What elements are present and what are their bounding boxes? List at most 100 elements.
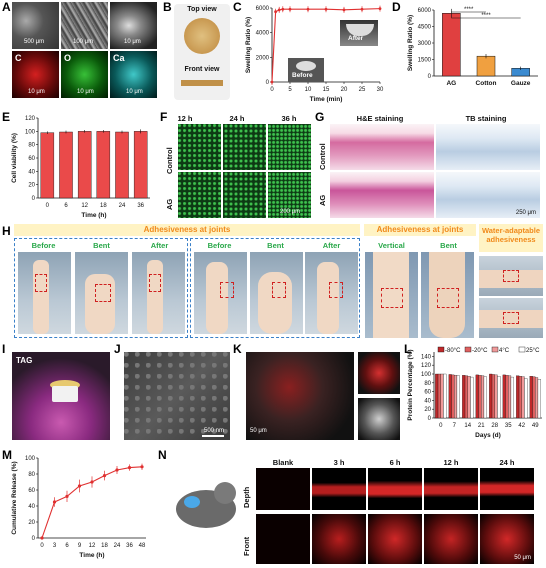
eds-map-carbon: C 10 μm (12, 51, 59, 98)
sem-image-mid: 100 μm (61, 2, 108, 49)
col-header: 12 h (177, 114, 193, 123)
bar (96, 131, 111, 199)
y-tick-label: 4500 (418, 25, 432, 31)
x-tick-label: 12 (89, 543, 96, 549)
x-tick-label: 0 (439, 423, 443, 429)
joint-group-1 (14, 238, 188, 338)
imaging-front-24h: 50 μm (480, 514, 534, 564)
before-inset: Before (288, 58, 324, 82)
bar (440, 373, 444, 419)
hand-image (194, 252, 247, 334)
bar (508, 375, 512, 419)
bar (537, 379, 541, 419)
sponge-top-image (184, 18, 220, 54)
sponge-view-box: Top view Front view (174, 4, 230, 100)
bar (451, 374, 455, 419)
col-header: H&E staining (356, 114, 404, 123)
x-tick-label: 6 (64, 203, 68, 209)
fluorescence-control-12h (178, 124, 221, 170)
col-header: 6 h (389, 458, 401, 467)
adhesiveness-title: Adhesiveness at joints (14, 224, 360, 236)
after-label: After (348, 35, 364, 42)
scale-label: 10 μm (126, 89, 143, 95)
bar (437, 373, 441, 419)
y-tick-label: 60 (28, 156, 35, 162)
bar (442, 13, 461, 77)
panel-label-g: G (315, 110, 325, 124)
data-point (288, 7, 292, 11)
y-tick-label: 100 (25, 456, 36, 462)
before-label: Before (292, 72, 313, 79)
scale-label: 500 μm (24, 39, 45, 45)
x-tick-label: 42 (518, 423, 525, 429)
x-tick-label: 5 (288, 87, 292, 93)
panel-label-f: F (160, 110, 168, 124)
imaging-front-3h (312, 514, 366, 564)
bar (435, 373, 439, 419)
data-point (52, 500, 57, 504)
col-header: 24 h (499, 458, 515, 467)
he-stain-ag (330, 172, 434, 218)
scale-label: 100 μm (73, 39, 94, 45)
bar (521, 376, 525, 419)
mouse-illustration (168, 474, 246, 540)
top-view-label: Top view (187, 6, 217, 13)
y-tick-label: 100 (25, 129, 36, 135)
data-point (378, 7, 382, 11)
y-tick-label: 0 (428, 74, 432, 80)
vertical-label: Vertical (378, 241, 405, 250)
x-tick-label: 0 (40, 543, 44, 549)
bar (505, 375, 509, 419)
bar (532, 376, 536, 419)
after-label: After (150, 241, 169, 250)
y-axis-label: Swelling Ratio (%) (407, 15, 414, 71)
confocal-3d-red (358, 352, 400, 394)
sponge-front-image (181, 80, 223, 86)
y-tick-label: 0 (266, 80, 270, 86)
x-tick-label: 12 (81, 203, 88, 209)
fluorescence-control-36h (268, 124, 311, 170)
panel-label-i: I (2, 342, 6, 356)
confocal-3d-merged: 50 μm (246, 352, 354, 440)
jar-lid (50, 380, 80, 390)
x-tick-label: 9 (78, 543, 82, 549)
tem-image: 500 nm (124, 352, 230, 440)
bar (454, 375, 458, 419)
tb-stain-ag: 250 μm (436, 172, 540, 218)
x-tick-label: 18 (101, 543, 108, 549)
x-tick-label: 10 (305, 87, 312, 93)
bar (491, 374, 495, 419)
panel-label-h: H (2, 224, 11, 238)
joint-group-2 (190, 238, 360, 338)
x-axis-label: Time (h) (79, 552, 104, 559)
y-tick-label: 0 (32, 196, 36, 202)
x-tick-label: 35 (505, 423, 512, 429)
y-tick-label: 20 (28, 520, 35, 526)
col-header: 3 h (333, 458, 345, 467)
hydrogel-after (346, 24, 374, 36)
water-adhesive-title: Water-adaptable adhesiveness (479, 224, 543, 252)
bar (524, 378, 528, 419)
panel-label-j: J (114, 342, 121, 356)
bar (489, 373, 493, 419)
panel-label-l: L (404, 342, 412, 356)
fluorescence-ag-24h (223, 172, 266, 218)
panel-label-m: M (2, 448, 12, 462)
x-tick-label: 48 (139, 543, 146, 549)
before-label: Before (31, 241, 56, 250)
fluorescence-ag-36h: 200 μm (268, 172, 311, 218)
panel-label-e: E (2, 110, 11, 124)
bar (462, 375, 466, 419)
imaging-depth-blank (256, 468, 310, 510)
x-tick-label: 28 (491, 423, 498, 429)
wrist-image (421, 252, 474, 338)
data-point (77, 484, 82, 488)
legend-label: -80°C (445, 348, 461, 354)
bar (502, 374, 506, 419)
col-header: 36 h (281, 114, 297, 123)
imaging-depth-12h (424, 468, 478, 510)
x-axis-label: Time (h) (81, 212, 106, 219)
bar (476, 55, 496, 77)
legend-label: 4°C (499, 348, 510, 354)
